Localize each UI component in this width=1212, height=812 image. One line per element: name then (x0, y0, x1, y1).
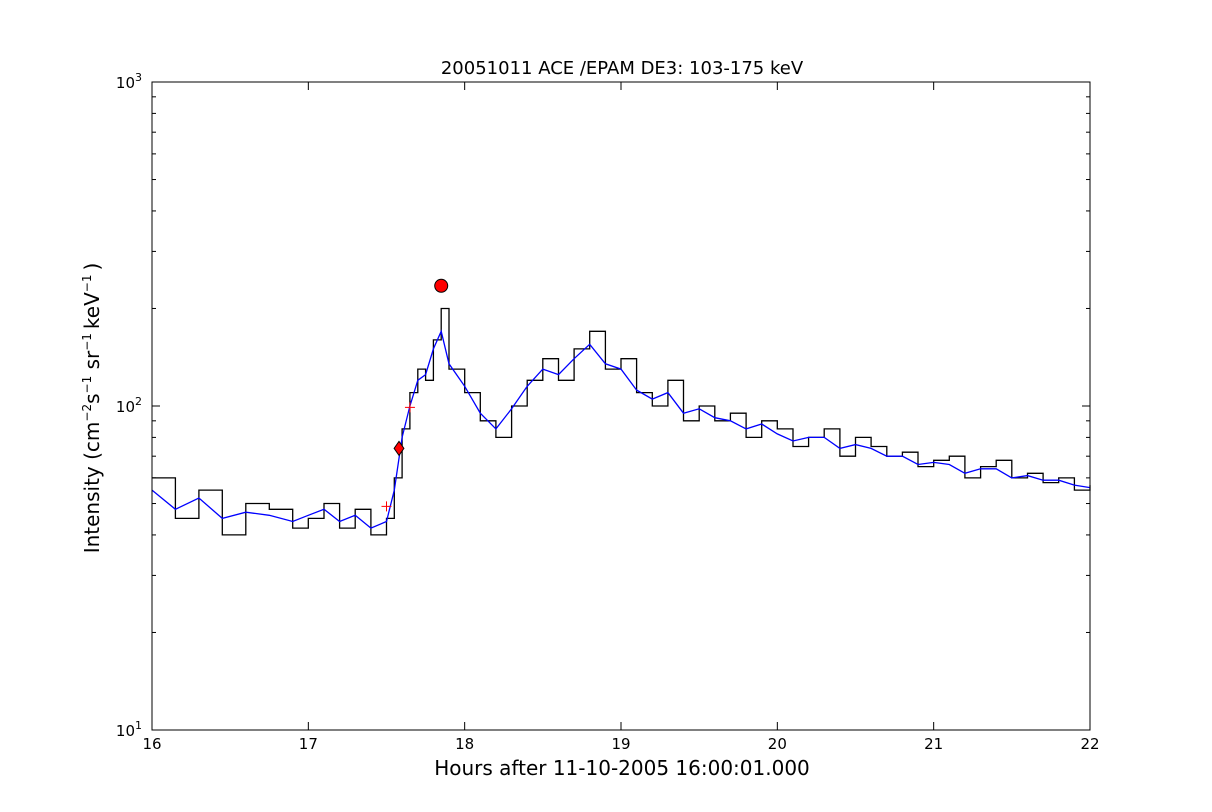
x-tick-label: 21 (924, 735, 943, 753)
x-axis-label: Hours after 11-10-2005 16:00:01.000 (434, 756, 810, 780)
marker-plus-3 (381, 501, 392, 512)
y-tick-label: 103 (116, 71, 142, 92)
x-tick-label: 18 (455, 735, 474, 753)
marker-plus-4 (404, 402, 415, 413)
y-tick-label: 101 (116, 719, 142, 740)
y-tick-label: 102 (116, 395, 142, 416)
series-line-2 (151, 329, 1091, 529)
plot-series (151, 307, 1091, 536)
plot-markers (381, 278, 449, 512)
marker-diamond-2 (393, 440, 405, 457)
marker-circle-1 (434, 278, 449, 293)
axis-ticks (151, 81, 1091, 731)
x-tick-labels: 16 17 18 19 20 21 22 (142, 735, 1099, 753)
y-axis-label: Intensity (cm−2s−1 sr−1keV−1) (80, 263, 104, 554)
y-tick-labels: 101 102 103 (116, 71, 142, 740)
x-tick-label: 19 (611, 735, 630, 753)
x-tick-label: 16 (142, 735, 161, 753)
x-tick-label: 22 (1080, 735, 1099, 753)
chart-title: 20051011 ACE /EPAM DE3: 103-175 keV (441, 58, 804, 79)
x-tick-label: 17 (299, 735, 318, 753)
x-tick-label: 20 (768, 735, 787, 753)
